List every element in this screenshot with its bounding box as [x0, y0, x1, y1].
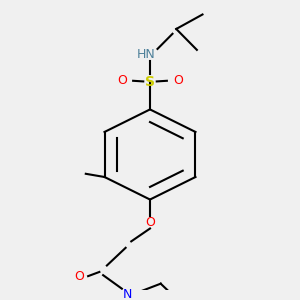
Text: O: O: [173, 74, 183, 87]
Text: N: N: [123, 288, 132, 300]
Text: O: O: [74, 270, 84, 283]
Text: O: O: [145, 216, 155, 229]
Text: S: S: [145, 75, 155, 89]
Text: HN: HN: [137, 48, 156, 61]
Text: O: O: [117, 74, 127, 87]
